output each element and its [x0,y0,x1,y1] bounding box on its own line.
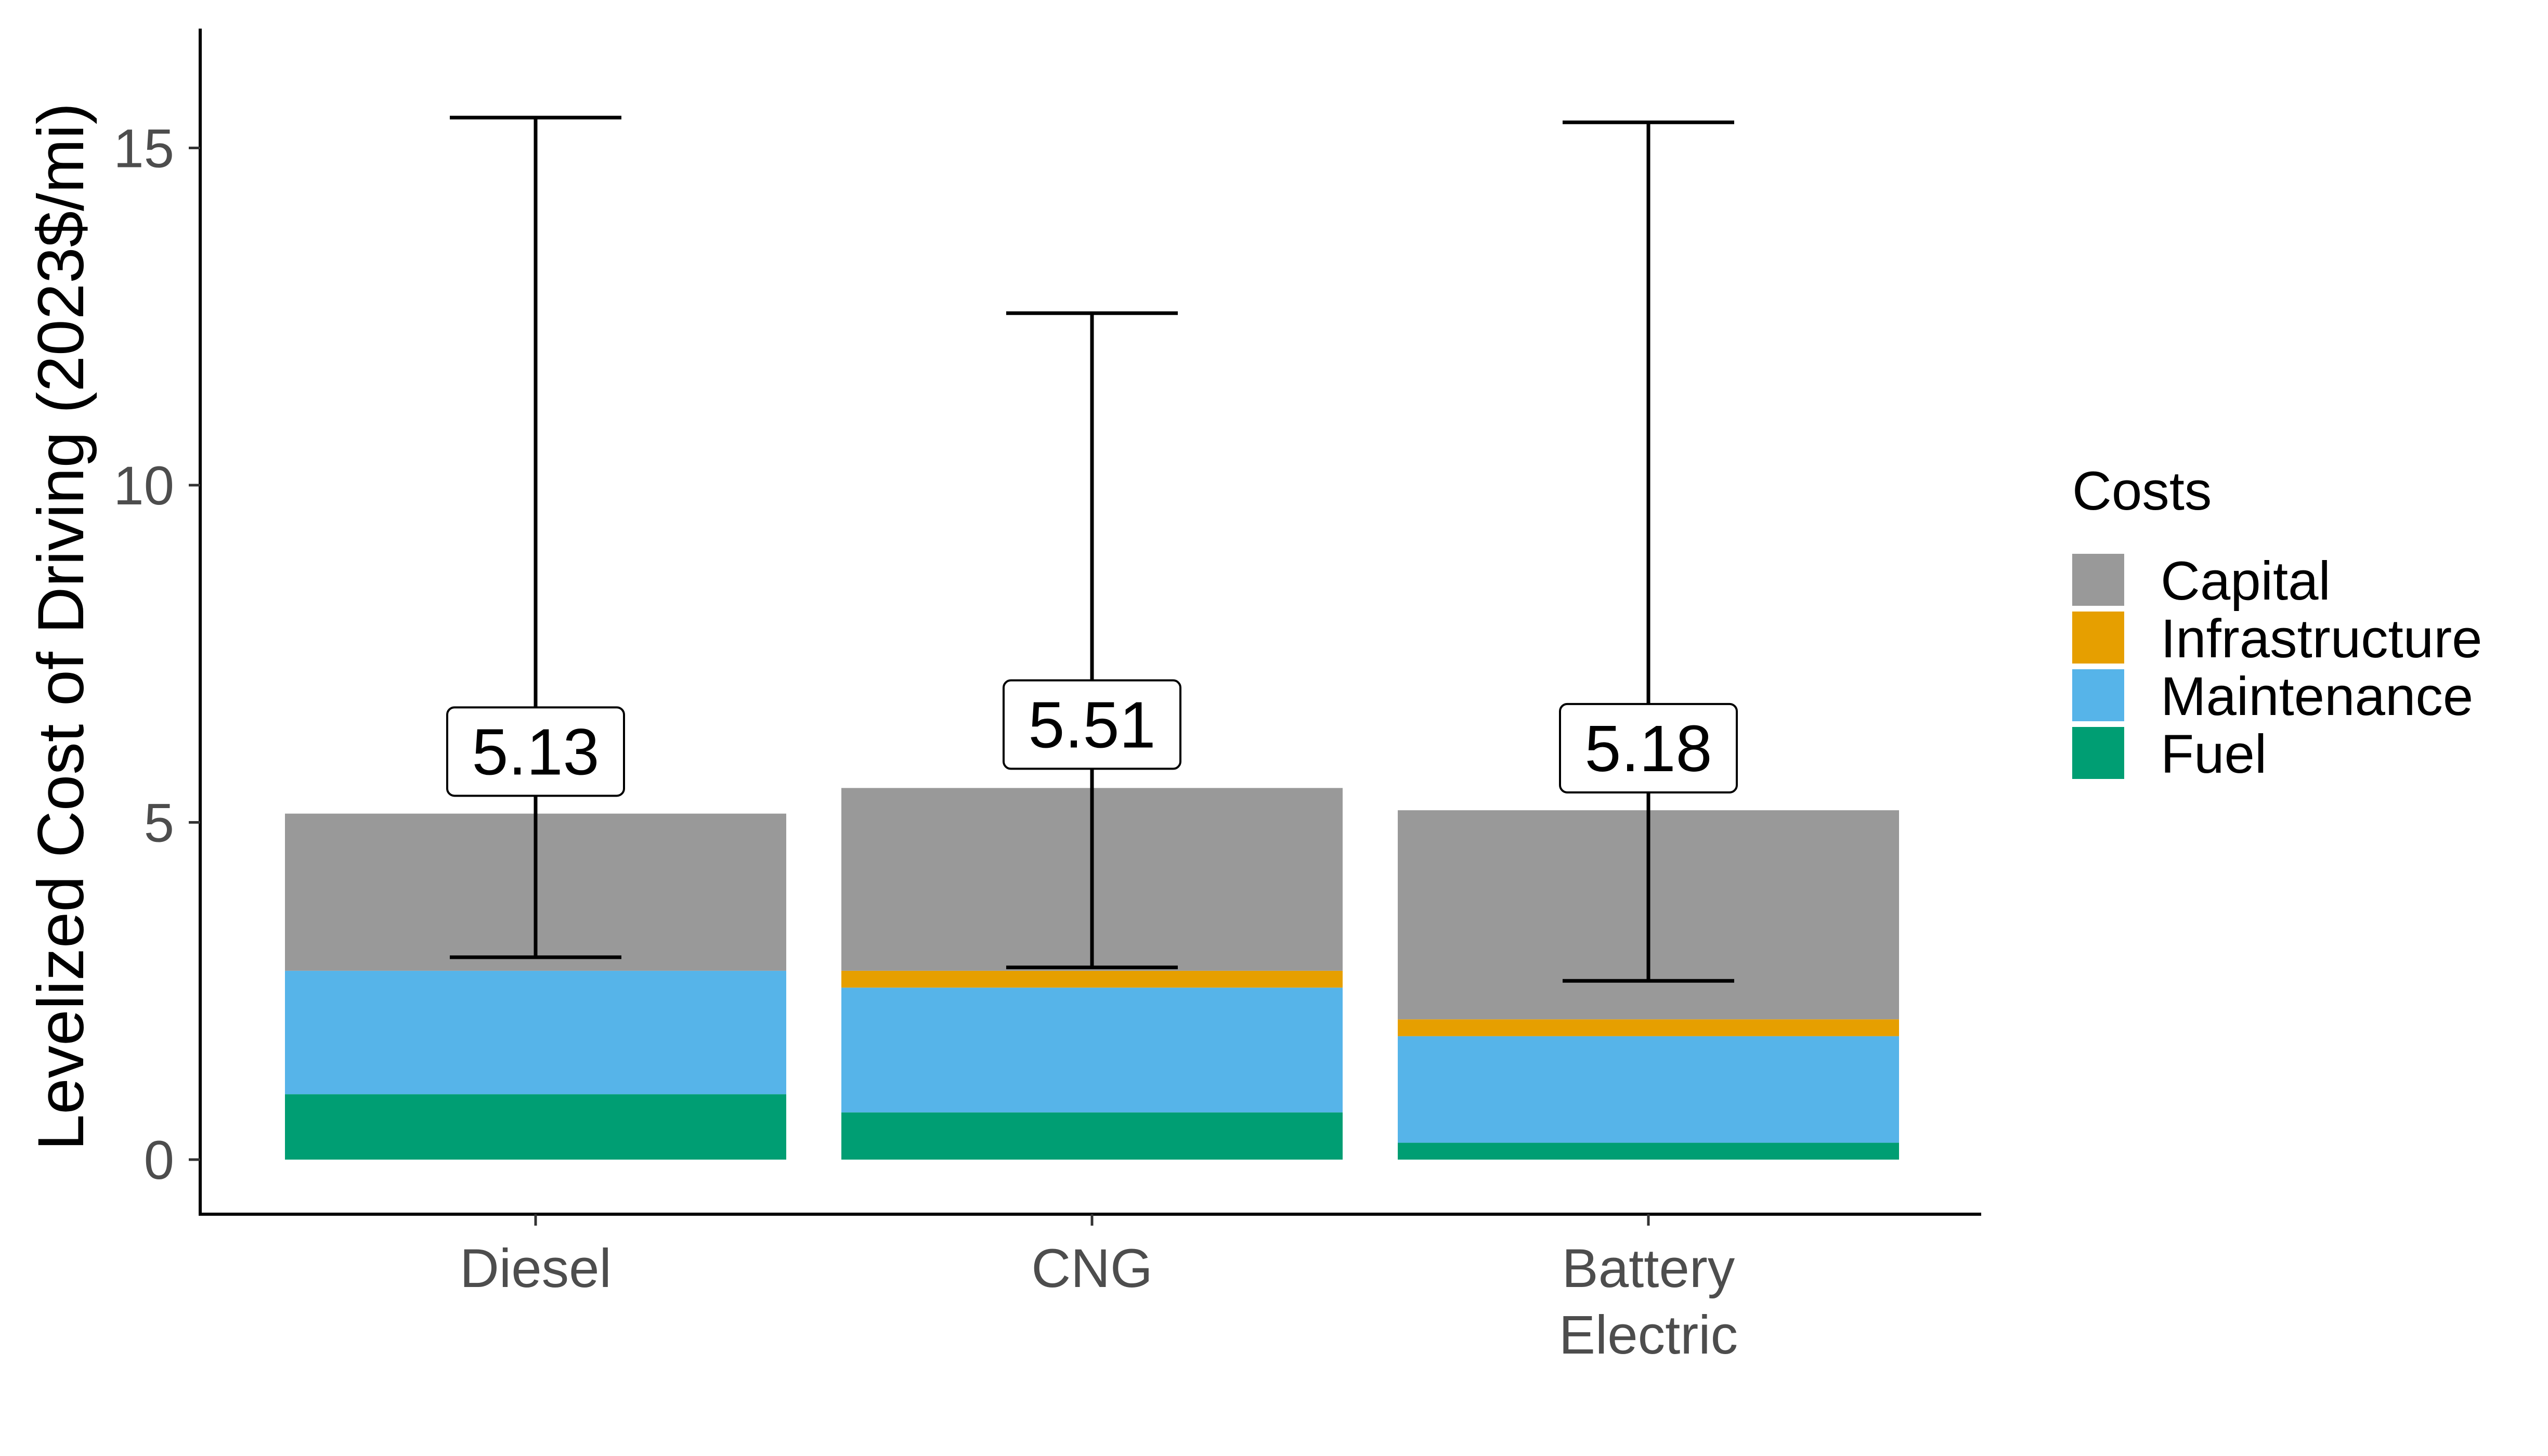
bar-segment-fuel [285,1094,786,1160]
x-tick-label-line: Electric [1559,1305,1738,1366]
legend-swatch [2072,554,2124,606]
x-tick-label: Battery Electric [1559,1238,1738,1366]
bar-segment-fuel [1398,1142,1899,1160]
total-label-box: 5.13 [446,706,625,797]
x-tick-label: Diesel [460,1238,612,1299]
legend-label: Maintenance [2161,666,2473,727]
legend-swatch [2072,727,2124,779]
x-tick-label-line: Battery [1562,1238,1735,1299]
x-tick-label-line: Diesel [460,1238,612,1299]
legend-label: Infrastructure [2161,608,2482,669]
legend-swatch [2072,669,2124,721]
legend-item-infrastructure: Infrastructure [2072,608,2482,669]
legend-title: Costs [2072,461,2212,522]
error-bar [1006,311,1178,969]
error-bars-layer [450,115,1734,983]
legend-label: Capital [2161,551,2331,612]
total-labels-layer: 5.13 5.51 5.18 [446,679,1738,797]
total-label: 5.18 [1584,712,1712,785]
error-bar [1563,120,1734,983]
x-tick-label: CNG [1031,1238,1152,1299]
error-bar [450,115,621,959]
total-label-box: 5.51 [1003,679,1181,770]
total-label-box: 5.18 [1559,703,1738,794]
total-label-frame [446,706,625,797]
bar-segment-maintenance [1398,1036,1899,1143]
y-axis-title: Levelized Cost of Driving (2023$/mi) [25,103,97,1151]
total-label-frame [1559,703,1738,794]
bars-layer [285,788,1899,1160]
legend: Costs CapitalInfrastructureMaintenanceFue… [2072,461,2482,785]
bar-segment-infrastructure [841,970,1343,988]
x-tick-label-line: CNG [1031,1238,1152,1299]
total-label-frame [1003,679,1181,770]
legend-label: Fuel [2161,724,2267,785]
bar-segment-maintenance [285,970,786,1095]
legend-item-maintenance: Maintenance [2072,666,2473,727]
bar-segment-infrastructure [1398,1019,1899,1036]
axes-layer: 0 5 10 15 Diesel CNG Battery Electric Levelized … [25,29,1981,1366]
legend-item-capital: Capital [2072,551,2331,612]
legend-item-fuel: Fuel [2072,724,2267,785]
y-tick-label: 0 [144,1130,174,1191]
bar-segment-fuel [841,1112,1343,1160]
legend-swatch [2072,612,2124,664]
total-label: 5.13 [472,715,599,788]
bar-segment-maintenance [841,987,1343,1113]
y-tick-label: 10 [113,456,174,516]
y-tick-label: 15 [113,119,174,179]
total-label: 5.51 [1028,688,1155,761]
y-tick-label: 5 [144,793,174,854]
